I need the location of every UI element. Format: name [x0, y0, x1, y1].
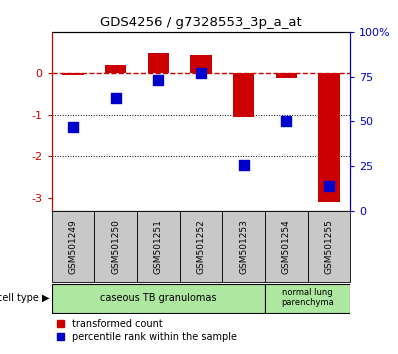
Text: GSM501249: GSM501249	[68, 219, 78, 274]
Bar	[52, 284, 265, 313]
Text: cell type ▶: cell type ▶	[0, 292, 50, 303]
Text: normal lung
parenchyma: normal lung parenchyma	[281, 288, 334, 307]
Bar	[105, 65, 127, 73]
Point	[155, 77, 162, 82]
Bar	[265, 211, 308, 282]
Bar	[233, 73, 254, 117]
Point	[198, 70, 204, 76]
Bar	[190, 55, 212, 73]
Text: GSM501255: GSM501255	[324, 219, 334, 274]
Point	[326, 183, 332, 188]
Bar	[308, 211, 350, 282]
Text: GSM501253: GSM501253	[239, 219, 248, 274]
Title: GDS4256 / g7328553_3p_a_at: GDS4256 / g7328553_3p_a_at	[100, 16, 302, 29]
Bar	[222, 211, 265, 282]
Bar	[265, 284, 350, 313]
Bar	[137, 211, 179, 282]
Point	[283, 118, 289, 124]
Bar	[275, 73, 297, 78]
Bar	[179, 211, 222, 282]
Bar	[318, 73, 339, 202]
Text: caseous TB granulomas: caseous TB granulomas	[100, 292, 217, 303]
Text: GSM501251: GSM501251	[154, 219, 163, 274]
Point	[113, 96, 119, 101]
Text: GSM501250: GSM501250	[111, 219, 120, 274]
Bar	[62, 73, 84, 75]
Bar	[148, 53, 169, 73]
Bar	[52, 211, 94, 282]
Point	[240, 162, 247, 168]
Bar	[94, 211, 137, 282]
Legend: transformed count, percentile rank within the sample: transformed count, percentile rank withi…	[57, 319, 237, 342]
Point	[70, 125, 76, 130]
Text: GSM501252: GSM501252	[197, 219, 205, 274]
Text: GSM501254: GSM501254	[282, 219, 291, 274]
